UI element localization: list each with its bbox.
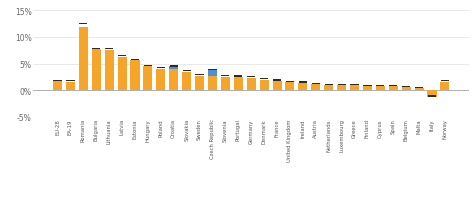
Bar xyxy=(130,61,139,91)
Bar xyxy=(428,91,437,98)
Bar xyxy=(299,82,307,83)
Bar xyxy=(53,82,62,91)
Bar xyxy=(337,85,346,91)
Bar xyxy=(170,66,178,67)
Bar xyxy=(195,75,204,76)
Bar xyxy=(441,81,449,82)
Bar xyxy=(324,85,333,91)
Bar xyxy=(364,85,372,86)
Bar xyxy=(131,59,139,61)
Bar xyxy=(92,50,101,91)
Bar xyxy=(118,56,126,57)
Bar xyxy=(402,86,410,88)
Bar xyxy=(350,86,359,91)
Bar xyxy=(260,79,268,80)
Bar xyxy=(273,80,281,81)
Bar xyxy=(221,78,230,91)
Bar xyxy=(389,87,398,91)
Bar xyxy=(169,69,178,91)
Bar xyxy=(298,83,308,91)
Bar xyxy=(246,79,256,91)
Bar xyxy=(66,81,74,82)
Bar xyxy=(208,77,217,91)
Bar xyxy=(182,72,191,91)
Bar xyxy=(66,82,75,91)
Bar xyxy=(79,23,87,25)
Bar xyxy=(440,82,449,91)
Bar xyxy=(376,85,384,86)
Bar xyxy=(195,76,204,91)
Bar xyxy=(169,67,178,69)
Bar xyxy=(311,85,320,91)
Bar xyxy=(337,84,346,85)
Bar xyxy=(312,84,320,85)
Bar xyxy=(182,70,191,72)
Bar xyxy=(285,83,294,91)
Bar xyxy=(363,86,372,91)
Bar xyxy=(234,76,242,77)
Bar xyxy=(260,80,269,91)
Bar xyxy=(428,96,436,97)
Bar xyxy=(247,77,255,78)
Bar xyxy=(401,87,410,91)
Bar xyxy=(156,69,165,91)
Bar xyxy=(144,67,153,91)
Bar xyxy=(144,65,152,66)
Bar xyxy=(92,48,100,49)
Bar xyxy=(105,50,114,91)
Bar xyxy=(105,49,113,50)
Bar xyxy=(221,76,229,77)
Bar xyxy=(118,58,127,91)
Bar xyxy=(208,70,217,77)
Bar xyxy=(325,84,333,85)
Bar xyxy=(350,85,359,86)
Bar xyxy=(286,81,294,83)
Bar xyxy=(415,89,424,91)
Bar xyxy=(209,70,217,71)
Bar xyxy=(54,80,62,81)
Bar xyxy=(389,86,397,87)
Bar xyxy=(234,78,243,91)
Bar xyxy=(273,82,282,91)
Bar xyxy=(376,86,385,91)
Bar xyxy=(79,28,88,91)
Bar xyxy=(157,68,165,69)
Bar xyxy=(415,87,423,89)
